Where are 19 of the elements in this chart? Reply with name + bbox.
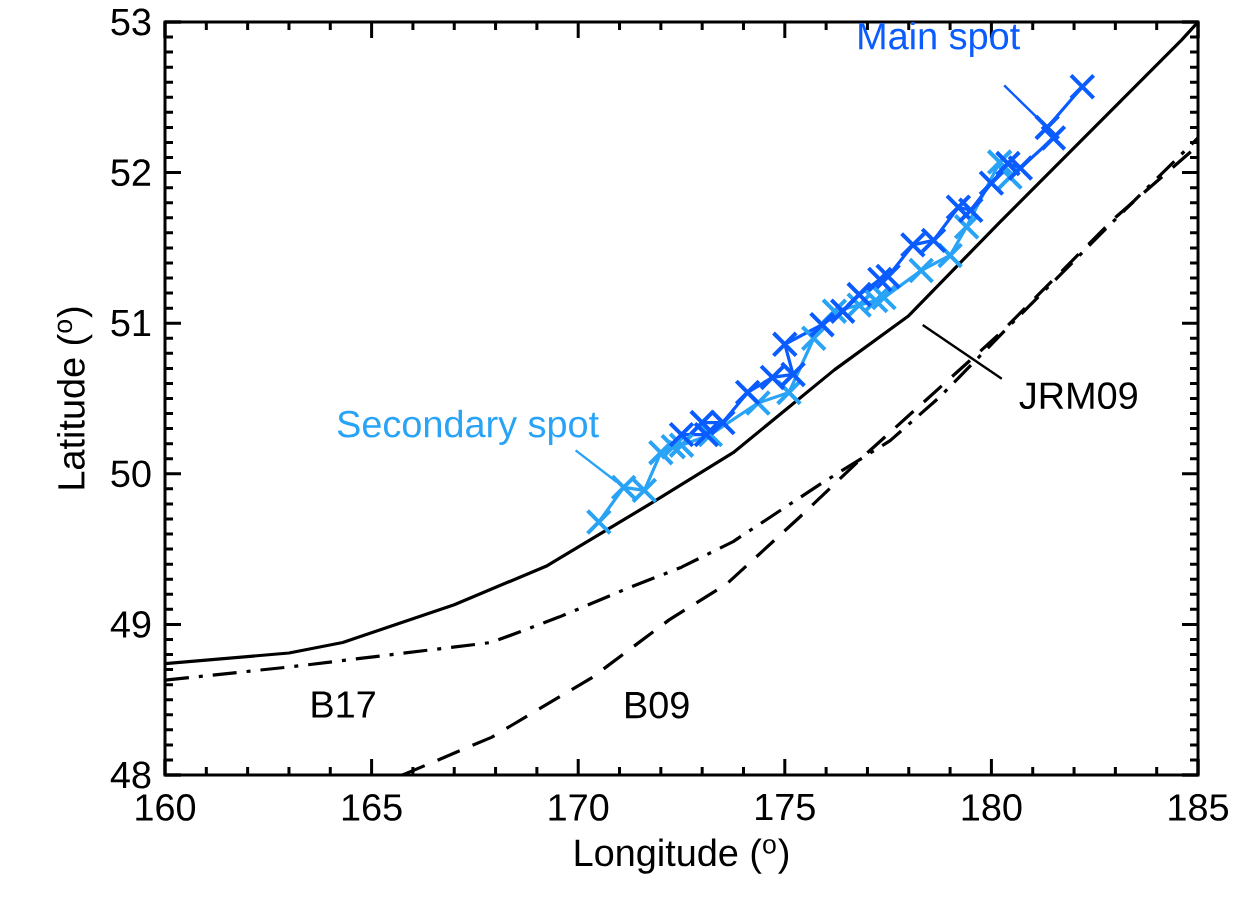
- y-tick-label: 48: [110, 761, 151, 789]
- x-tick-label: 175: [756, 794, 815, 821]
- x-tick-label: 160: [136, 794, 196, 821]
- x-tick-label: 185: [1169, 794, 1228, 821]
- annotation: B09: [626, 691, 689, 719]
- annotation: B17: [312, 691, 375, 718]
- y-tick-label: 53: [111, 8, 151, 36]
- x-tick-label: 180: [962, 794, 1022, 821]
- annotation: Main spot: [859, 21, 1020, 58]
- y-tick-label: 51: [111, 310, 151, 337]
- x-axis-title: Longitude ($^{o}$): [575, 838, 789, 874]
- y-tick-label: 49: [110, 610, 151, 638]
- x-tick-label: 165: [342, 794, 402, 821]
- y-tick-label: 52: [111, 159, 151, 187]
- x-tick-label: 170: [549, 794, 609, 821]
- annotation: Secondary spot: [337, 409, 599, 445]
- annotation: JRM09: [1019, 382, 1137, 410]
- y-tick-label: 50: [111, 460, 151, 488]
- y-axis-title: Latitude ($^{o}$): [56, 307, 93, 489]
